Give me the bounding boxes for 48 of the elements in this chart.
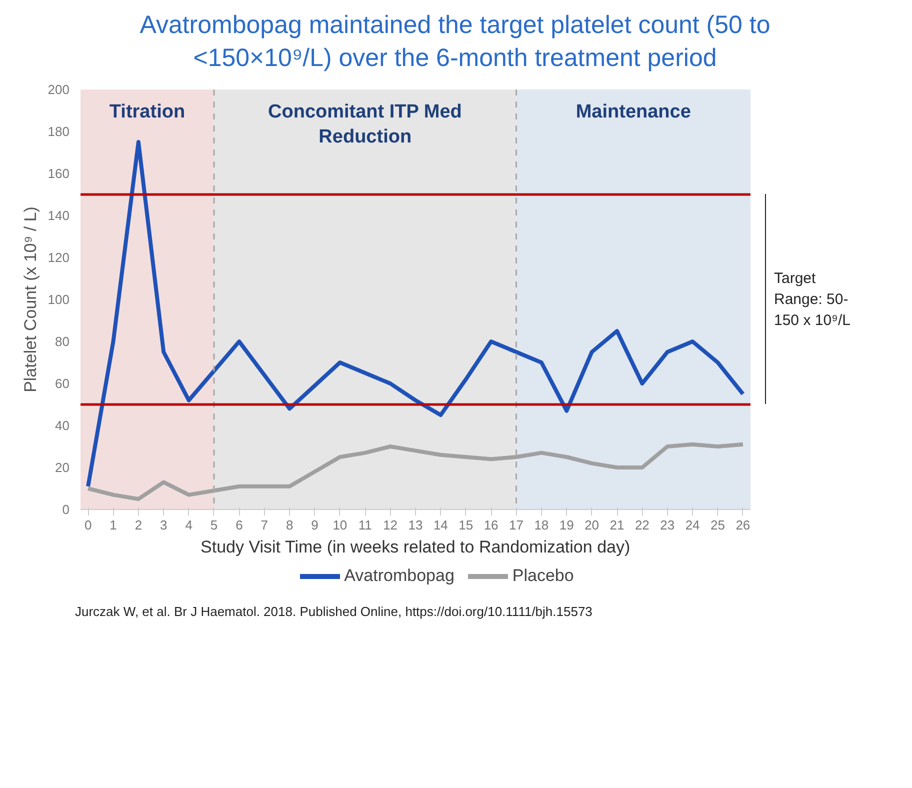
x-tick-label: 9	[311, 518, 318, 532]
x-tick-label: 21	[610, 518, 624, 532]
x-tick-label: 25	[710, 518, 725, 532]
x-tick-label: 2	[134, 518, 142, 532]
y-tick-label: 180	[48, 124, 70, 139]
x-tick-label: 16	[484, 518, 498, 532]
chart-title: Avatrombopag maintained the target platelet count (50 to <150×10⁹/L) over the 6-month treatment period	[138, 10, 772, 74]
band-label: Titration	[109, 102, 186, 122]
y-tick-label: 140	[48, 208, 70, 223]
y-tick-label: 120	[48, 250, 70, 265]
x-tick-label: 4	[185, 518, 192, 532]
x-tick-label: 24	[685, 518, 700, 532]
x-tick-label: 10	[332, 518, 348, 532]
legend-label: Placebo	[512, 566, 574, 585]
x-tick-label: 14	[433, 518, 448, 532]
y-tick-label: 0	[62, 502, 70, 517]
text: Jurczak W, et al. Br J Haematol. 2018. Published Online, https://doi.org/10.1111/bjh.15573	[75, 603, 592, 622]
x-tick-label: 20	[584, 518, 600, 532]
x-tick-label: 13	[408, 518, 423, 532]
text: Target Range: 50-150 x 10⁹/L	[774, 268, 852, 330]
x-tick-label: 0	[84, 518, 92, 532]
y-axis-title: Platelet Count (x 10⁹ / L)	[20, 206, 40, 392]
x-tick-label: 26	[736, 518, 750, 532]
x-tick-label: 22	[634, 518, 650, 532]
y-tick-label: 20	[55, 460, 70, 475]
x-tick-label: 19	[559, 518, 574, 532]
x-tick-label: 12	[383, 518, 398, 532]
x-tick-label: 11	[358, 518, 372, 532]
y-tick-label: 160	[48, 166, 70, 181]
x-tick-label: 6	[236, 518, 243, 532]
x-tick-label: 8	[286, 518, 294, 532]
y-tick-label: 60	[55, 376, 70, 391]
x-tick-label: 5	[210, 518, 218, 532]
y-tick-label: 40	[55, 418, 70, 433]
band-label: Maintenance	[576, 102, 691, 122]
y-tick-label: 100	[48, 292, 70, 307]
x-tick-label: 23	[660, 518, 675, 532]
legend-label: Avatrombopag	[344, 566, 454, 585]
band-label: Concomitant ITP Med Reduction	[268, 102, 462, 148]
x-axis-title: Study Visit Time (in weeks related to Randomization day)	[200, 538, 630, 556]
y-tick-label: 80	[55, 334, 70, 349]
x-tick-label: 18	[534, 518, 549, 532]
x-tick-label: 17	[509, 518, 524, 532]
x-tick-label: 3	[160, 518, 168, 532]
x-tick-label: 1	[110, 518, 117, 532]
x-tick-label: 7	[260, 518, 268, 532]
y-tick-label: 200	[48, 82, 70, 97]
x-tick-label: 15	[458, 518, 474, 532]
